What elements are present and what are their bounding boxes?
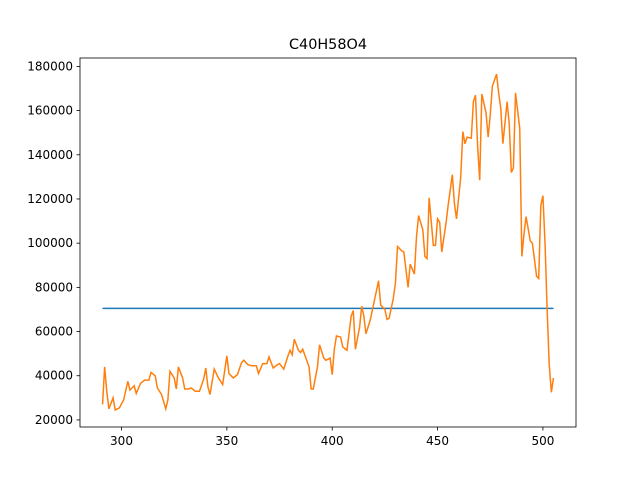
- y-tick-label: 20000: [35, 413, 73, 427]
- data-line: [101, 73, 555, 412]
- y-tick-label: 100000: [27, 236, 73, 250]
- x-tick-label: 400: [321, 434, 344, 448]
- x-tick-label: 300: [110, 434, 133, 448]
- x-tick-label: 500: [531, 434, 554, 448]
- y-tick-label: 80000: [35, 280, 73, 294]
- y-tick-label: 180000: [27, 59, 73, 73]
- y-tick-label: 160000: [27, 104, 73, 118]
- y-tick-label: 120000: [27, 192, 73, 206]
- y-tick-label: 40000: [35, 369, 73, 383]
- x-tick-label: 350: [215, 434, 238, 448]
- x-tick-label: 450: [426, 434, 449, 448]
- chart-title: C40H58O4: [289, 37, 367, 53]
- y-tick-label: 60000: [35, 325, 73, 339]
- plot-frame: [79, 57, 577, 428]
- y-tick-label: 140000: [27, 148, 73, 162]
